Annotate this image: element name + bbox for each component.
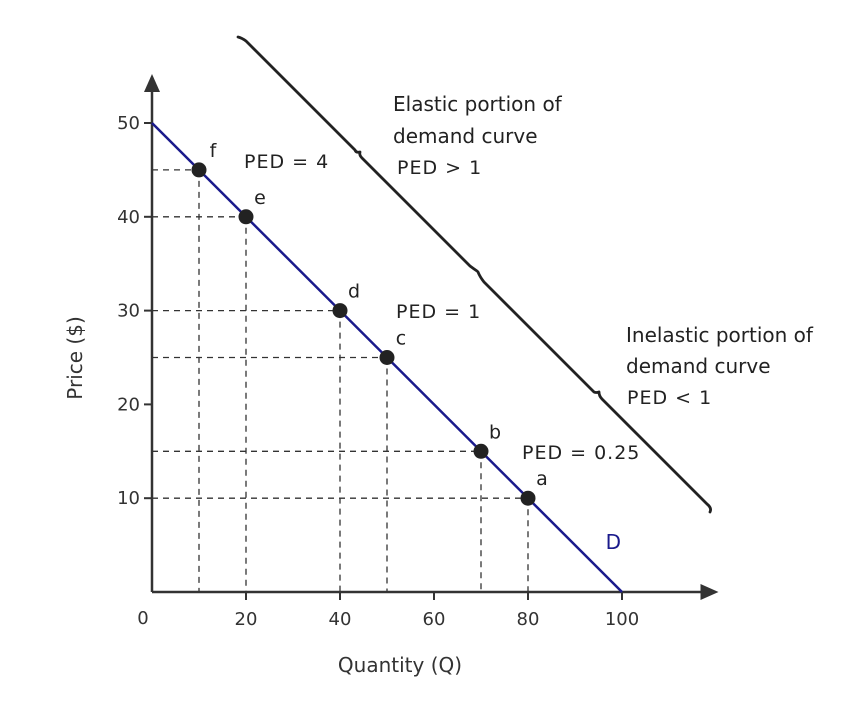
x-tick-label-100: 100 xyxy=(605,609,639,630)
point-a xyxy=(520,490,536,506)
elasticity-brackets xyxy=(236,35,712,514)
y-tick-label-10: 10 xyxy=(117,488,140,509)
point-label-d: d xyxy=(348,281,360,303)
elastic-region-line-1: Elastic portion of xyxy=(393,92,563,116)
point-label-a: a xyxy=(536,468,548,490)
point-d xyxy=(332,303,348,319)
x-axis-arrow-icon xyxy=(700,584,719,600)
inelastic-region-line-2: demand curve xyxy=(626,354,771,378)
y-axis-title: Price ($) xyxy=(63,316,87,399)
point-b xyxy=(473,443,489,459)
y-axis-arrow-icon xyxy=(144,74,160,92)
elastic-region-line-2: demand curve xyxy=(393,124,538,148)
x-tick-label-60: 60 xyxy=(423,609,446,630)
point-label-f: f xyxy=(210,140,218,162)
point-c xyxy=(379,350,395,365)
inelastic-region-line-1: Inelastic portion of xyxy=(626,323,814,347)
demand-curve-label: D xyxy=(606,530,621,554)
ped-unit-annotation: PED = 1 xyxy=(396,301,481,323)
y-tick-label-50: 50 xyxy=(117,113,140,134)
origin-label: 0 xyxy=(137,608,148,629)
ped-inelastic-annotation: PED = 0.25 xyxy=(522,442,640,464)
x-tick-label-20: 20 xyxy=(235,609,258,630)
point-f xyxy=(191,162,207,178)
y-tick-label-30: 30 xyxy=(117,301,140,322)
axes xyxy=(144,74,719,600)
point-e xyxy=(238,209,254,225)
dashed-guide-lines xyxy=(152,169,529,592)
y-tick-label-20: 20 xyxy=(117,394,140,415)
elastic-region-line-3: PED > 1 xyxy=(397,157,482,179)
y-tick-label-40: 40 xyxy=(117,207,140,228)
x-axis-title: Quantity (Q) xyxy=(338,653,462,677)
ped-elastic-annotation: PED = 4 xyxy=(244,151,329,173)
point-label-c: c xyxy=(396,328,406,350)
elastic-bracket xyxy=(236,35,479,273)
inelastic-region-line-3: PED < 1 xyxy=(627,387,712,409)
data-points: f e d c b a xyxy=(191,140,548,506)
point-label-b: b xyxy=(489,421,501,443)
point-label-e: e xyxy=(254,187,266,209)
x-tick-label-40: 40 xyxy=(329,609,352,630)
inelastic-bracket xyxy=(476,270,712,514)
tick-marks: 20 40 60 80 100 10 20 30 40 50 xyxy=(117,113,639,630)
x-tick-label-80: 80 xyxy=(517,609,540,630)
